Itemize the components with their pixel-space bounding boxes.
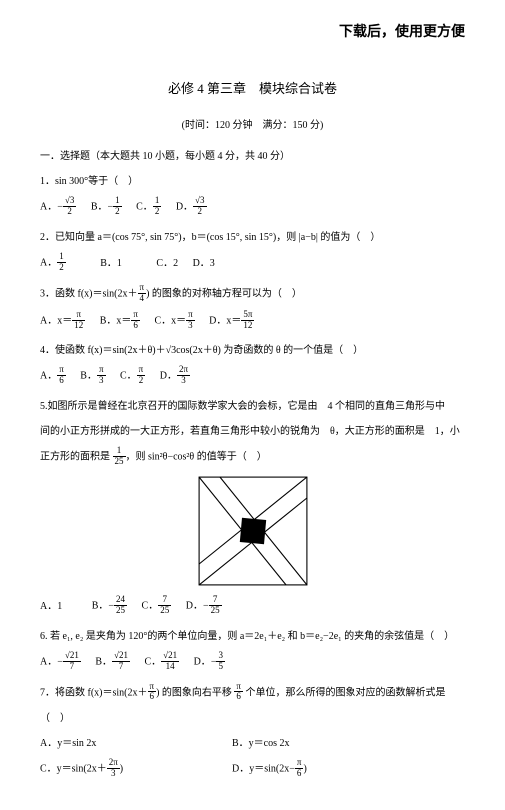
q5-opt-B: B．−2425 bbox=[92, 596, 127, 617]
q1-opt-A: A．−√32 bbox=[40, 197, 76, 218]
q6-options: A．−√217 B．√217 C．√2114 D．−35 bbox=[40, 652, 465, 673]
q4-text: 4．使函数 f(x)＝sin(2x＋θ)＋√3cos(2x＋θ) 为奇函数的 θ… bbox=[40, 341, 465, 360]
q2-opt-B: B．1 bbox=[100, 254, 122, 273]
q7-opt-A: A．y＝sin 2x bbox=[40, 734, 220, 753]
q7-options: A．y＝sin 2x B．y＝cos 2x C．y＝sin⁡(2x＋2π3) D… bbox=[40, 734, 465, 780]
q3-opt-B: B．x＝π6 bbox=[100, 311, 140, 332]
q2-opt-D: D．3 bbox=[193, 254, 215, 273]
section-heading: 一．选择题（本大题共 10 小题，每小题 4 分，共 40 分） bbox=[40, 147, 465, 166]
q7-text: 7．将函数 f(x)＝sin⁡(2x＋π6) 的图象向右平移 π6 个单位，那么… bbox=[40, 683, 465, 704]
page-subtitle: (时间：120 分钟 满分：150 分) bbox=[40, 116, 465, 135]
q5-line1: 5.如图所示是曾经在北京召开的国际数学家大会的会标，它是由 4 个相同的直角三角… bbox=[40, 397, 465, 416]
q2-options: A．12 B．1 C．2 D．3 bbox=[40, 253, 465, 274]
q4-opt-B: B．π3 bbox=[80, 366, 105, 387]
q3-opt-C: C．x＝π3 bbox=[154, 311, 194, 332]
q3-text: 3．函数 f(x)＝sin⁡(2x＋π4) 的图象的对称轴方程可以为（ ） bbox=[40, 284, 465, 305]
q1-opt-C: C．12 bbox=[136, 197, 161, 218]
q5-line2: 间的小正方形拼成的一大正方形，若直角三角形中较小的锐角为 θ，大正方形的面积是 … bbox=[40, 422, 465, 441]
q6-text: 6. 若 e₁, e₂ 是夹角为 120°的两个单位向量，则 a＝2e₁＋e₂ … bbox=[40, 627, 465, 646]
q3-opt-A: A．x＝π12 bbox=[40, 311, 85, 332]
q5-figure bbox=[40, 476, 465, 586]
q1-text: 1．sin 300°等于（ ） bbox=[40, 172, 465, 191]
q4-opt-D: D．2π3 bbox=[160, 366, 190, 387]
q5-line3: 正方形的面积是 125，则 sin²θ−cos²θ 的值等于（ ） bbox=[40, 447, 465, 468]
page-title: 必修 4 第三章 模块综合试卷 bbox=[40, 77, 465, 102]
q7-opt-C: C．y＝sin⁡(2x＋2π3) bbox=[40, 759, 220, 780]
q2-opt-C: C．2 bbox=[156, 254, 178, 273]
q1-opt-B: B．−12 bbox=[91, 197, 122, 218]
q7-opt-B: B．y＝cos 2x bbox=[232, 734, 290, 753]
header-note: 下载后，使用更方便 bbox=[40, 20, 465, 47]
q7-opt-D: D．y＝sin⁡(2x−π6) bbox=[232, 759, 307, 780]
q2-opt-A: A．12 bbox=[40, 253, 66, 274]
q1-options: A．−√32 B．−12 C．12 D．√32 bbox=[40, 197, 465, 218]
q5-options: A．1 B．−2425 C．725 D．−725 bbox=[40, 596, 465, 617]
q4-options: A．π6 B．π3 C．π2 D．2π3 bbox=[40, 366, 465, 387]
logo-icon bbox=[198, 476, 308, 586]
q1-opt-D: D．√32 bbox=[176, 197, 207, 218]
q3-opt-D: D．x＝5π12 bbox=[209, 311, 254, 332]
q6-opt-A: A．−√217 bbox=[40, 652, 81, 673]
q5-opt-A: A．1 bbox=[40, 597, 62, 616]
q5-opt-C: C．725 bbox=[142, 596, 172, 617]
q4-opt-C: C．π2 bbox=[120, 366, 145, 387]
q6-opt-D: D．−35 bbox=[194, 652, 225, 673]
q7-paren: （ ） bbox=[40, 709, 465, 728]
q6-opt-C: C．√2114 bbox=[144, 652, 179, 673]
q6-opt-B: B．√217 bbox=[95, 652, 130, 673]
q3-options: A．x＝π12 B．x＝π6 C．x＝π3 D．x＝5π12 bbox=[40, 311, 465, 332]
q5-opt-D: D．−725 bbox=[186, 596, 222, 617]
page: 下载后，使用更方便 必修 4 第三章 模块综合试卷 (时间：120 分钟 满分：… bbox=[0, 0, 505, 810]
q2-text: 2．已知向量 a＝(cos 75°, sin 75°)，b＝(cos 15°, … bbox=[40, 228, 465, 247]
q4-opt-A: A．π6 bbox=[40, 366, 66, 387]
